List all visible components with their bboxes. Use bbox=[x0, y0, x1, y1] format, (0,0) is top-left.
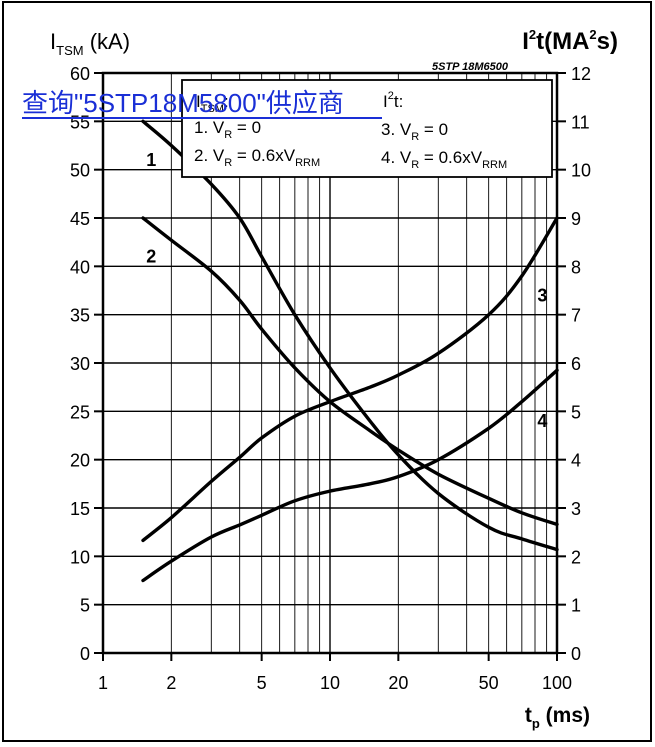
y-left-tick-label: 10 bbox=[70, 547, 90, 567]
y-left-tick-label: 60 bbox=[70, 64, 90, 84]
y-left-tick-label: 35 bbox=[70, 306, 90, 326]
y-right-tick-label: 9 bbox=[571, 209, 581, 229]
x-tick-label: 100 bbox=[542, 673, 572, 693]
y-left-tick-label: 0 bbox=[80, 644, 90, 664]
legend-entry-4: 4. VR = 0.6xVRRM bbox=[381, 148, 507, 171]
y-right-tick-label: 8 bbox=[571, 257, 581, 277]
curve-labels: 1 2 3 4 bbox=[146, 150, 547, 431]
y-right-tick-label: 1 bbox=[571, 596, 581, 616]
supplier-query-link[interactable]: 查询"5STP18M5800"供应商 bbox=[22, 88, 344, 118]
y-left-axis-title: ITSM (kA) bbox=[50, 29, 130, 58]
plot-area-border bbox=[101, 71, 559, 655]
series-line-3 bbox=[141, 216, 559, 543]
series-line-1 bbox=[141, 119, 559, 552]
y-right-tick-label: 12 bbox=[571, 64, 591, 84]
y-right-axis-title: I2t(MA2s) bbox=[522, 27, 618, 55]
y-left-tick-label: 45 bbox=[70, 209, 90, 229]
legend: ITSM: I2t: 1. VR = 0 2. VR = 0.6xVRRM 3.… bbox=[181, 79, 553, 178]
legend-entry-1: 1. VR = 0 bbox=[194, 118, 261, 141]
y-left-tick-label: 25 bbox=[70, 402, 90, 422]
y-right-tick-label: 0 bbox=[571, 644, 581, 664]
part-label: 5STP 18M6500 bbox=[432, 61, 509, 73]
y-right-tick-label: 2 bbox=[571, 547, 581, 567]
curve-label-3: 3 bbox=[537, 285, 547, 305]
supplier-query-link-underline bbox=[22, 117, 382, 119]
y-left-tick-label: 20 bbox=[70, 451, 90, 471]
y-right-tick-label: 6 bbox=[571, 354, 581, 374]
curve-label-2: 2 bbox=[146, 247, 156, 267]
legend-entry-2: 2. VR = 0.6xVRRM bbox=[194, 146, 320, 169]
x-tick-label: 1 bbox=[98, 673, 108, 693]
y-right-tick-label: 5 bbox=[571, 402, 581, 422]
legend-header-itsm: ITSM: bbox=[196, 92, 229, 115]
tick-labels: 0510152025303540455055600123456789101112… bbox=[70, 64, 591, 693]
y-left-tick-label: 40 bbox=[70, 257, 90, 277]
y-right-tick-label: 3 bbox=[571, 499, 581, 519]
y-right-tick-label: 11 bbox=[571, 112, 590, 132]
x-tick-label: 50 bbox=[479, 673, 499, 693]
y-left-tick-label: 5 bbox=[80, 596, 90, 616]
curve-label-1: 1 bbox=[146, 150, 156, 170]
legend-box bbox=[181, 79, 553, 178]
legend-entry-3: 3. VR = 0 bbox=[381, 120, 448, 143]
x-axis-title: tp (ms) bbox=[525, 704, 590, 731]
curves bbox=[141, 119, 559, 583]
y-left-tick-label: 30 bbox=[70, 354, 90, 374]
y-right-tick-label: 10 bbox=[571, 161, 591, 181]
y-right-tick-label: 4 bbox=[571, 451, 581, 471]
x-tick-label: 20 bbox=[388, 673, 408, 693]
y-left-tick-label: 50 bbox=[70, 161, 90, 181]
x-tick-label: 5 bbox=[257, 673, 267, 693]
legend-header-i2t: I2t: bbox=[383, 90, 403, 111]
series-line-4 bbox=[141, 368, 559, 583]
x-tick-label: 10 bbox=[320, 673, 340, 693]
y-left-tick-label: 15 bbox=[70, 499, 90, 519]
y-right-tick-label: 7 bbox=[571, 306, 581, 326]
x-tick-label: 2 bbox=[166, 673, 176, 693]
curve-label-4: 4 bbox=[537, 411, 547, 431]
